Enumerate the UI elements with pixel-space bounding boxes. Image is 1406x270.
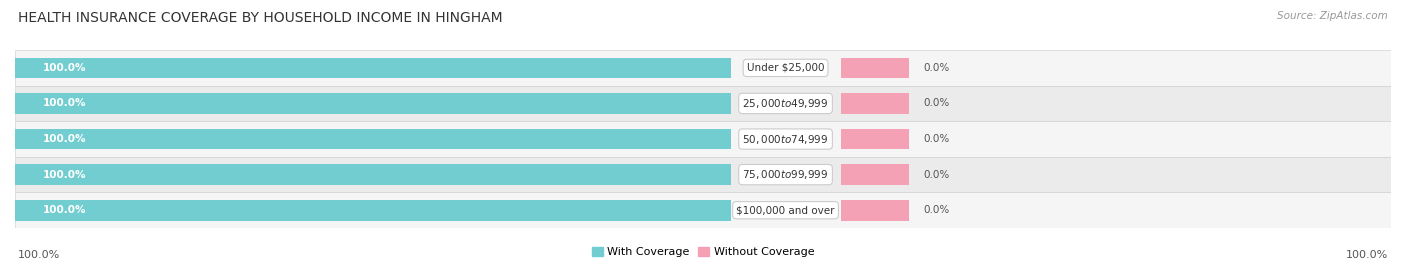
Text: $100,000 and over: $100,000 and over [737, 205, 835, 215]
Bar [841, 164, 910, 185]
Bar [841, 58, 910, 78]
Text: 100.0%: 100.0% [42, 99, 86, 109]
Text: 0.0%: 0.0% [924, 205, 949, 215]
Text: 100.0%: 100.0% [42, 134, 86, 144]
Bar [15, 200, 731, 221]
Text: 0.0%: 0.0% [924, 134, 949, 144]
Bar [15, 121, 1391, 157]
Text: Under $25,000: Under $25,000 [747, 63, 824, 73]
Bar [841, 93, 910, 114]
Text: 0.0%: 0.0% [924, 99, 949, 109]
Legend: With Coverage, Without Coverage: With Coverage, Without Coverage [588, 242, 818, 262]
Bar [15, 93, 731, 114]
Text: $50,000 to $74,999: $50,000 to $74,999 [742, 133, 828, 146]
Text: Source: ZipAtlas.com: Source: ZipAtlas.com [1277, 11, 1388, 21]
Text: 100.0%: 100.0% [18, 250, 60, 260]
Text: 100.0%: 100.0% [42, 170, 86, 180]
Bar [15, 157, 1391, 193]
Text: HEALTH INSURANCE COVERAGE BY HOUSEHOLD INCOME IN HINGHAM: HEALTH INSURANCE COVERAGE BY HOUSEHOLD I… [18, 11, 503, 25]
Bar [15, 164, 731, 185]
Bar [15, 129, 731, 149]
Text: 0.0%: 0.0% [924, 170, 949, 180]
Bar [841, 129, 910, 149]
Text: 100.0%: 100.0% [42, 205, 86, 215]
Bar [15, 86, 1391, 121]
Bar [15, 58, 731, 78]
Bar [15, 50, 1391, 86]
Text: $25,000 to $49,999: $25,000 to $49,999 [742, 97, 828, 110]
Bar [15, 193, 1391, 228]
Bar [841, 200, 910, 221]
Text: 100.0%: 100.0% [1346, 250, 1388, 260]
Text: $75,000 to $99,999: $75,000 to $99,999 [742, 168, 828, 181]
Text: 0.0%: 0.0% [924, 63, 949, 73]
Text: 100.0%: 100.0% [42, 63, 86, 73]
